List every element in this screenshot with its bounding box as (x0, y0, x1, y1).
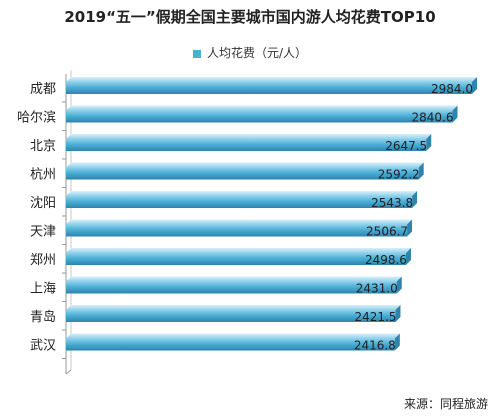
value-label: 2840.6 (411, 111, 453, 125)
bar-top-face (66, 77, 477, 82)
category-label: 上海 (30, 282, 56, 297)
bar (66, 310, 396, 322)
bar-end-face (396, 276, 402, 294)
bar-top-face (66, 305, 401, 310)
value-label: 2421.5 (354, 310, 396, 324)
bar-top-face (66, 276, 402, 282)
category-label: 沈阳 (30, 196, 56, 211)
category-label: 哈尔滨 (17, 110, 56, 126)
value-label: 2647.5 (385, 139, 427, 153)
category-label: 天津 (30, 225, 56, 240)
bar-top-face (66, 219, 413, 225)
bar-end-face (418, 162, 424, 180)
value-label: 2506.7 (366, 225, 408, 239)
source-note: 来源：同程旅游 (403, 397, 488, 411)
category-label: 武汉 (30, 339, 56, 354)
bar-top-face (66, 333, 400, 339)
value-label: 2984.0 (431, 82, 473, 96)
bar-end-face (405, 248, 411, 265)
bar-end-face (407, 219, 413, 237)
legend-label: 人均花费（元/人） (206, 46, 308, 60)
chart-title: 2019“五一”假期全国主要城市国内游人均花费TOP10 (64, 8, 436, 26)
value-label: 2498.6 (365, 253, 407, 267)
legend: 人均花费（元/人） (0, 44, 500, 61)
bar-end-face (394, 333, 400, 351)
bar-top-face (66, 191, 418, 196)
bar-top-face (66, 248, 411, 253)
value-label: 2416.8 (354, 339, 396, 353)
bar (66, 338, 395, 351)
bar (66, 224, 408, 237)
bar (66, 110, 453, 123)
bar (66, 167, 419, 180)
bar (66, 196, 413, 208)
bar (66, 281, 397, 294)
bar-top-face (66, 162, 424, 168)
category-label: 成都 (30, 82, 56, 97)
value-label: 2543.8 (371, 196, 413, 210)
category-label: 青岛 (30, 309, 56, 325)
bar-top-face (66, 105, 458, 111)
bar-end-face (426, 134, 432, 151)
bar (66, 82, 472, 94)
axis-corner (65, 369, 72, 375)
value-label: 2431.0 (356, 282, 398, 296)
category-label: 杭州 (30, 168, 56, 183)
bar (66, 139, 427, 151)
bar-top-face (66, 134, 432, 139)
bar-end-face (412, 191, 418, 208)
bar-end-face (395, 305, 401, 322)
category-label: 北京 (30, 139, 56, 154)
legend-swatch (192, 49, 201, 58)
bar-end-face (452, 105, 458, 123)
category-label: 郑州 (30, 253, 56, 268)
bar-end-face (472, 77, 477, 94)
bar (66, 253, 406, 265)
value-label: 2592.2 (378, 168, 420, 182)
